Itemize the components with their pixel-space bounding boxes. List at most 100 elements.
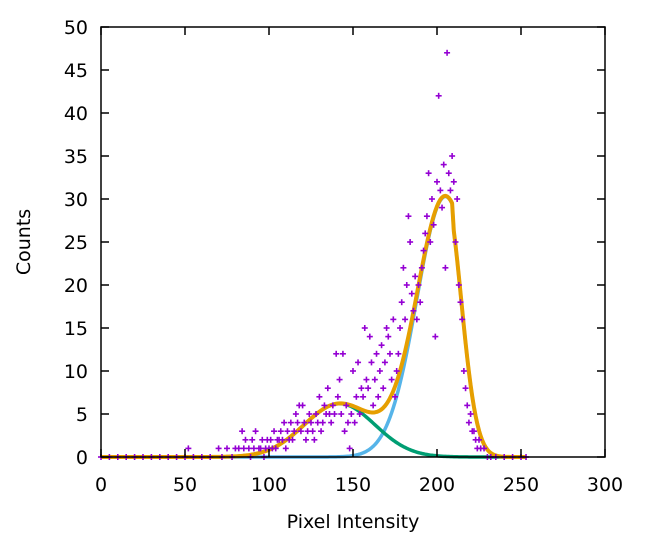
data-point (380, 385, 387, 392)
y-tick-label: 30 (64, 189, 88, 211)
data-point (460, 368, 467, 374)
gaussian-fit-curve (100, 401, 527, 459)
data-point (445, 170, 452, 177)
data-point (284, 428, 291, 435)
data-point (235, 445, 242, 452)
data-point (457, 299, 464, 306)
data-point (302, 436, 309, 443)
data-point (368, 359, 375, 366)
data-point (376, 368, 383, 374)
data-point (402, 316, 409, 323)
data-point (467, 411, 474, 417)
data-point (319, 419, 326, 426)
data-point (215, 445, 222, 452)
data-point (408, 290, 415, 297)
data-point (450, 178, 457, 185)
data-point (398, 299, 405, 306)
data-point (309, 428, 316, 435)
data-point (339, 350, 346, 357)
data-point (259, 436, 266, 443)
data-point (356, 411, 363, 417)
data-point (371, 376, 378, 383)
data-point (405, 213, 412, 220)
data-point (383, 325, 390, 331)
data-point (329, 402, 336, 409)
data-point (440, 161, 447, 168)
y-tick-label: 40 (64, 103, 88, 125)
x-tick-label: 100 (251, 474, 287, 496)
data-point (435, 92, 442, 99)
data-point (413, 316, 420, 323)
data-point (417, 299, 424, 306)
y-tick-label: 45 (64, 60, 88, 82)
data-point (447, 187, 454, 194)
data-point (324, 385, 331, 392)
data-point (257, 445, 264, 452)
data-point (425, 170, 432, 177)
data-point (452, 239, 459, 245)
data-point (272, 445, 279, 452)
data-point (397, 325, 404, 331)
x-axis: 0 50 100 150 200 250 300 (95, 27, 623, 496)
x-axis-title: Pixel Intensity (287, 511, 420, 533)
data-point (282, 445, 289, 452)
data-point (465, 419, 472, 426)
x-tick-label: 0 (95, 474, 107, 496)
x-tick-label: 250 (503, 474, 539, 496)
data-point (344, 419, 351, 426)
data-point (313, 411, 320, 417)
data-point (415, 282, 422, 288)
data-point (279, 436, 286, 443)
data-point (185, 445, 192, 452)
y-tick-label: 5 (76, 404, 88, 426)
data-point (301, 419, 308, 426)
data-point (388, 376, 395, 383)
data-point (351, 419, 358, 426)
data-point (373, 350, 380, 357)
data-point (418, 264, 425, 271)
data-point (304, 428, 311, 435)
data-point (311, 436, 318, 443)
data-point (331, 411, 338, 417)
data-point (439, 204, 446, 211)
data-point (346, 445, 353, 452)
data-point (242, 436, 249, 443)
data-point (343, 402, 350, 409)
data-point (432, 333, 439, 340)
data-point (321, 402, 328, 409)
plot-frame (100, 26, 606, 458)
data-point (361, 325, 368, 331)
data-point (338, 411, 345, 417)
data-point (240, 445, 247, 452)
data-point (277, 428, 284, 435)
data-points (98, 49, 530, 460)
data-point (423, 213, 430, 220)
data-point (358, 385, 365, 392)
data-point (249, 436, 256, 443)
data-point (252, 428, 259, 435)
data-point (455, 282, 462, 288)
data-point (267, 436, 274, 443)
data-point (294, 419, 301, 426)
data-point (341, 428, 348, 435)
data-point (442, 264, 449, 271)
data-point (449, 153, 456, 159)
data-point (370, 402, 377, 409)
data-point (422, 230, 429, 237)
data-point (334, 393, 341, 400)
data-point (333, 350, 340, 357)
data-point (299, 402, 306, 409)
data-point (336, 376, 343, 383)
data-point (306, 411, 313, 417)
data-point (386, 350, 393, 357)
data-point (326, 411, 333, 417)
data-point (250, 445, 257, 452)
data-point (393, 368, 400, 374)
chart-marks (98, 49, 530, 460)
data-point (481, 445, 488, 452)
data-point (476, 436, 482, 443)
data-point (378, 342, 385, 349)
data-point (287, 419, 294, 426)
y-tick-label: 50 (64, 17, 88, 39)
